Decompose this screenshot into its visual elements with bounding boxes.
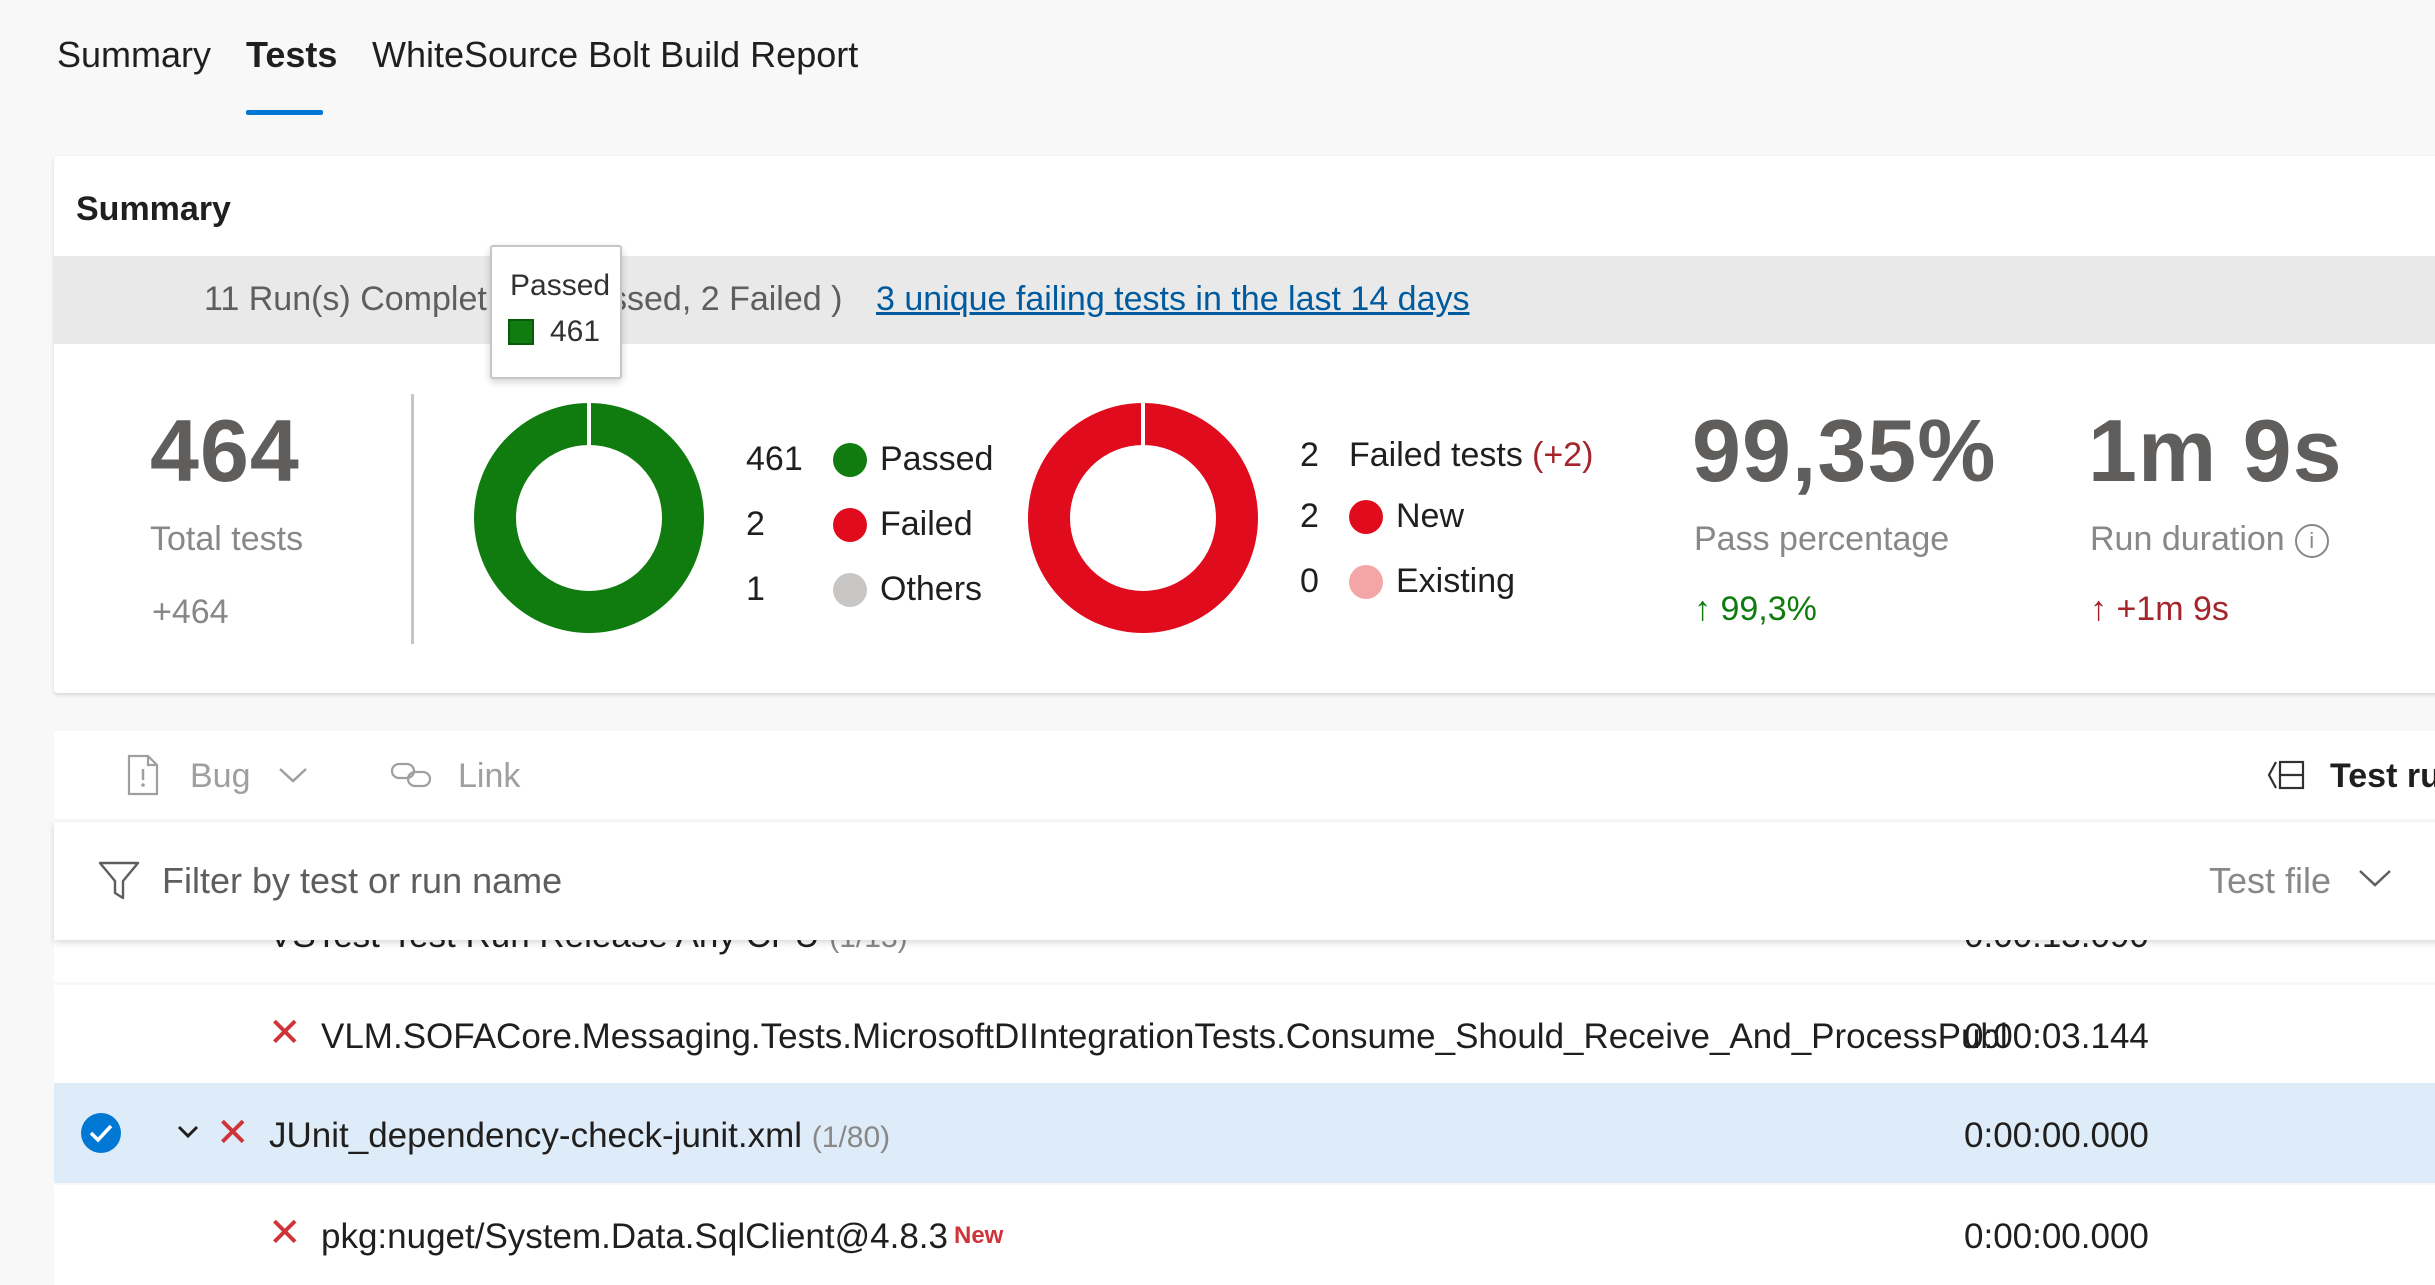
tooltip-value: 461 — [550, 315, 601, 348]
existing-dot-icon — [1349, 565, 1383, 599]
passed-dot-icon — [833, 443, 867, 477]
link-button[interactable]: Link — [458, 757, 521, 795]
bug-button[interactable]: Bug — [190, 757, 251, 795]
summary-banner — [54, 256, 2435, 344]
run-duration-label: Run duration — [2090, 520, 2285, 558]
new-label: New — [1396, 497, 1465, 535]
tab-whitesource-report[interactable]: WhiteSource Bolt Build Report — [372, 34, 859, 75]
failed-tests-label: Failed tests — [1349, 436, 1523, 474]
legend-others-count: 1 — [746, 570, 765, 608]
pass-percentage-value: 99,35% — [1692, 401, 1997, 500]
legend-others-label: Others — [880, 570, 983, 608]
tooltip-swatch — [508, 319, 534, 345]
legend-failed-label: Failed — [880, 505, 973, 543]
run-duration-value: 1m 9s — [2088, 401, 2343, 500]
bug-icon[interactable] — [126, 754, 160, 796]
row-test-name: pkg:nuget/System.Data.SqlClient@4.8.3 — [321, 1217, 948, 1256]
table-row[interactable]: ✕ pkg:nuget/System.Data.SqlClient@4.8.3 … — [54, 1185, 2435, 1285]
link-icon[interactable] — [390, 760, 434, 790]
arrow-up-icon: ↑ — [1694, 590, 1711, 628]
summary-title: Summary — [76, 190, 231, 228]
filter-icon[interactable] — [98, 860, 140, 902]
row-run-name: JUnit_dependency-check-junit.xml (1/80) — [269, 1116, 890, 1156]
run-duration-trend: ↑ +1m 9s — [2090, 590, 2229, 629]
runs-completed-text-tail: ssed, 2 Failed ) — [610, 280, 843, 318]
results-toolbar — [54, 731, 2435, 819]
failed-donut-new[interactable] — [1028, 403, 1258, 633]
failed-tests-delta: (+2) — [1532, 436, 1594, 474]
checkmark-circle-icon[interactable] — [80, 1112, 122, 1154]
total-tests-delta: +464 — [152, 593, 229, 631]
info-icon[interactable]: i — [2294, 524, 2329, 559]
existing-count: 0 — [1300, 562, 1319, 600]
run-duration-trend-value: +1m 9s — [2116, 590, 2229, 628]
run-duration-label-wrap: Run duration i — [2090, 520, 2329, 559]
legend-passed-count: 461 — [746, 440, 803, 478]
new-badge: New — [954, 1222, 1004, 1249]
table-row[interactable]: ✕ VLM.SOFACore.Messaging.Tests.Microsoft… — [54, 985, 2435, 1083]
arrow-up-icon: ↑ — [2090, 590, 2107, 628]
pass-percentage-trend-value: 99,3% — [1720, 590, 1817, 628]
test-run-button[interactable]: Test ru — [2330, 757, 2435, 795]
row-run-count: (1/80) — [811, 1121, 891, 1154]
legend-passed-label: Passed — [880, 440, 994, 478]
bug-chevron-down-icon[interactable] — [276, 764, 310, 786]
failed-x-icon: ✕ — [268, 1011, 302, 1055]
legend-failed-count: 2 — [746, 505, 765, 543]
existing-label: Existing — [1396, 562, 1516, 600]
outcome-donut-passed[interactable] — [474, 403, 704, 633]
pass-percentage-label: Pass percentage — [1694, 520, 1950, 558]
chart-tooltip: Passed 461 — [490, 245, 622, 379]
filter-bar: Filter by test or run name Test file — [54, 822, 2435, 940]
failed-donut-chart — [1028, 403, 1258, 633]
failed-tests-count: 2 — [1300, 436, 1319, 474]
row-run-name-text: JUnit_dependency-check-junit.xml — [269, 1116, 803, 1155]
total-tests-label: Total tests — [150, 520, 304, 558]
tooltip-title: Passed — [510, 269, 611, 302]
runs-completed-text: 11 Run(s) Complet — [204, 280, 487, 318]
unique-failing-tests-link[interactable]: 3 unique failing tests in the last 14 da… — [876, 280, 1470, 318]
row-duration: 0:00:00.000 — [1964, 1217, 2149, 1256]
summary-divider — [411, 394, 414, 644]
row-test-name: VLM.SOFACore.Messaging.Tests.MicrosoftDI… — [321, 1017, 2008, 1056]
others-dot-icon — [833, 573, 867, 607]
chevron-down-icon[interactable] — [176, 1123, 200, 1141]
failed-x-icon: ✕ — [268, 1211, 302, 1255]
summary-card — [54, 156, 2435, 693]
tab-tests[interactable]: Tests — [246, 34, 338, 75]
total-tests-value: 464 — [150, 401, 300, 500]
group-by-chevron-down-icon[interactable] — [2356, 866, 2394, 890]
test-run-icon[interactable] — [2266, 758, 2306, 792]
new-dot-icon — [1349, 500, 1383, 534]
active-tab-indicator — [246, 110, 323, 115]
new-count: 2 — [1300, 497, 1319, 535]
row-duration: 0:00:00.000 — [1964, 1116, 2149, 1155]
failed-x-icon: ✕ — [216, 1111, 250, 1155]
group-by-dropdown[interactable]: Test file — [2209, 860, 2332, 901]
failed-dot-icon — [833, 508, 867, 542]
table-row-selected[interactable]: ✕ JUnit_dependency-check-junit.xml (1/80… — [54, 1083, 2435, 1183]
outcome-donut-chart — [474, 403, 704, 633]
tab-summary[interactable]: Summary — [57, 34, 212, 75]
pass-percentage-trend: ↑ 99,3% — [1694, 590, 1817, 629]
row-duration: 0:00:03.144 — [1964, 1017, 2149, 1056]
filter-input[interactable]: Filter by test or run name — [162, 860, 563, 901]
